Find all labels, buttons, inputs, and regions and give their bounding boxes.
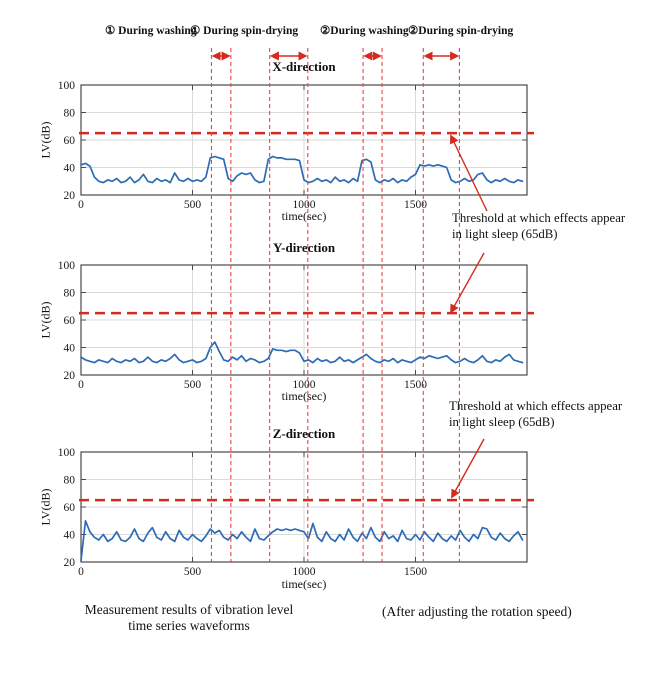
y-tick-label: 40 [64,343,76,355]
x-tick-label: 0 [78,566,84,578]
figure-subcaption: (After adjusting the rotation speed) [382,604,572,619]
chart-title-y: Y-direction [272,240,336,255]
y-axis-label-z-chart: LV(dB) [38,488,53,526]
waveform-z-direction [80,519,524,562]
y-tick-label: 60 [64,502,76,514]
y-tick-label: 80 [64,288,76,300]
x-tick-label: 1000 [293,566,316,578]
threshold-annotation-2: Threshold at which effects appear in lig… [449,399,623,429]
x-tick-label: 1000 [293,379,316,391]
y-tick-label: 100 [58,80,76,92]
x-axis-label-y-chart: time(sec) [281,389,327,403]
chart-title-x: X-direction [272,59,336,74]
figure-caption: Measurement results of vibration level t… [84,602,294,633]
threshold-pointer-arrow [450,252,485,314]
y-tick-label: 40 [64,163,76,175]
x-axis-label-z-chart: time(sec) [281,577,327,591]
y-tick-label: 100 [58,447,76,459]
x-axis-label-x-chart: time(sec) [281,209,327,223]
x-tick-label: 1500 [404,379,427,391]
x-tick-label: 500 [184,379,202,391]
threshold-annotation-1: Threshold at which effects appear in lig… [452,211,626,241]
chart-title-z: Z-direction [272,426,336,441]
y-tick-label: 60 [64,315,76,327]
y-tick-label: 80 [64,108,76,120]
event-label-washing-1: ① During washing [105,25,197,37]
event-label-washing-2: ②During washing [320,25,409,37]
annotation-arrows [450,134,488,499]
y-tick-label: 60 [64,135,76,147]
threshold-pointer-arrow [450,134,488,212]
x-tick-label: 0 [78,199,84,211]
threshold-pointer-arrow [451,438,485,499]
y-tick-label: 20 [64,557,76,569]
y-tick-label: 40 [64,530,76,542]
x-tick-label: 1000 [293,199,316,211]
waveform-y-direction [80,341,524,364]
x-tick-label: 0 [78,379,84,391]
y-tick-label: 100 [58,260,76,272]
event-label-spindry-2: ②During spin-drying [408,25,514,37]
y-tick-label: 20 [64,190,76,202]
chart-y-direction: 0 500 1000 1500 20 40 60 80 100 [58,260,534,391]
y-axis-label-x-chart: LV(dB) [38,121,53,159]
chart-x-direction: 0 500 1000 1500 20 40 60 80 100 [58,80,534,211]
chart-z-direction: 0 500 1000 1500 20 40 60 80 100 [58,447,534,578]
y-tick-label: 80 [64,475,76,487]
y-tick-label: 20 [64,370,76,382]
x-tick-label: 1500 [404,199,427,211]
event-markers [210,48,460,562]
waveform-x-direction [80,155,524,184]
event-label-spindry-1: ① During spin-drying [190,25,299,37]
x-tick-label: 500 [184,566,202,578]
x-tick-label: 500 [184,199,202,211]
x-tick-label: 1500 [404,566,427,578]
y-axis-label-y-chart: LV(dB) [38,301,53,339]
